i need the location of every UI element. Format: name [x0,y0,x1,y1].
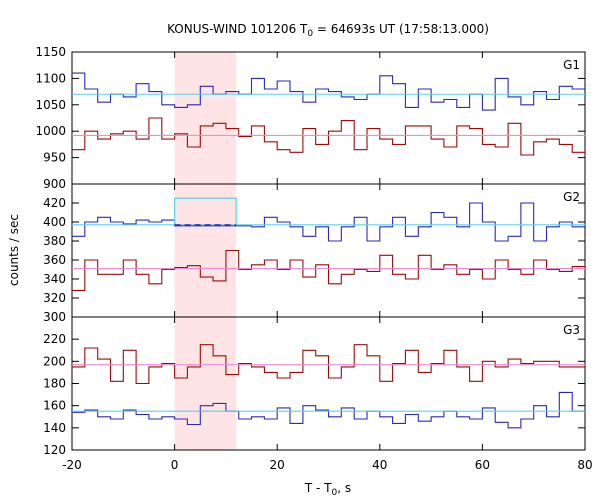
x-tick-label: 20 [270,458,285,472]
series-G1-0 [72,72,585,111]
y-tick-label-G3: 160 [43,399,66,413]
y-tick-label-G3: 140 [43,421,66,435]
data-curves [72,72,585,429]
panel-label-G1: G1 [563,58,580,72]
panel-label-G2: G2 [563,190,580,204]
y-tick-label-G1: 1150 [35,45,66,59]
x-axis-label: T - T0, s [304,481,351,498]
panel-label-G3: G3 [563,323,580,337]
y-tick-label-G2: 400 [43,215,66,229]
series-G3-0 [72,344,585,385]
tick-labels: 900 950 1000 1050 1100 1150 G1 300 320 340 360 380 4… [35,45,592,472]
x-tick-label: 80 [577,458,592,472]
series-G3-2 [72,391,585,429]
y-tick-label-G1: 900 [43,177,66,191]
series-G1-2 [72,117,585,156]
series-G2-0 [72,202,585,242]
chart-title: KONUS-WIND 101206 T0 = 64693s UT (17:58:… [167,22,489,39]
tick-marks [71,51,586,451]
interval-level-G2 [174,197,237,225]
series-G2-3 [72,249,585,291]
y-tick-label-G2: 360 [43,253,66,267]
x-tick-label: 0 [171,458,179,472]
y-tick-label-G3: 200 [43,354,66,368]
x-tick-label: 40 [372,458,387,472]
y-tick-label-G2: 320 [43,291,66,305]
y-tick-label-G1: 1050 [35,98,66,112]
y-tick-label-G1: 1100 [35,71,66,85]
y-axis-label: counts / sec [7,214,21,286]
y-tick-label-G2: 340 [43,272,66,286]
y-tick-label-G1: 1000 [35,124,66,138]
x-tick-label: 60 [475,458,490,472]
y-tick-label-G2: 420 [43,196,66,210]
axes-frames [71,51,586,451]
panel-frame-G2 [71,183,586,318]
y-tick-label-G2: 380 [43,234,66,248]
y-tick-label-G3: 180 [43,377,66,391]
y-tick-label-G1: 950 [43,151,66,165]
y-tick-label-G2: 300 [43,310,66,324]
y-tick-label-G3: 120 [43,443,66,457]
y-tick-label-G3: 220 [43,332,66,346]
x-tick-label: -20 [62,458,82,472]
